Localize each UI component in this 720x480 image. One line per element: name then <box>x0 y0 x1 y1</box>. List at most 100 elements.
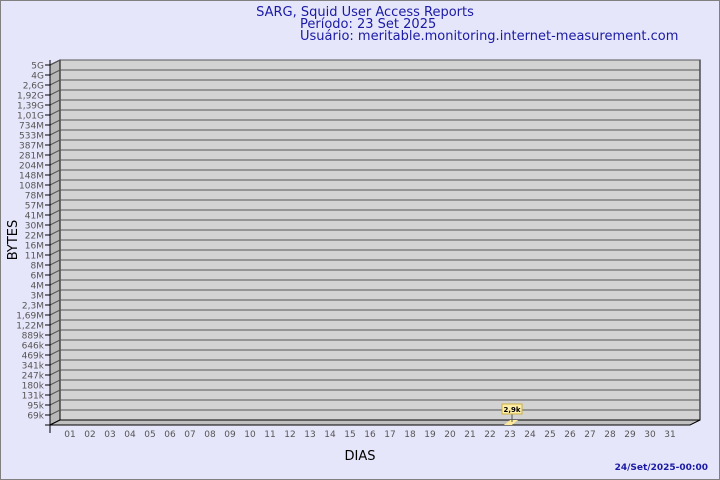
y-tick-label: 1,69M <box>16 312 44 322</box>
y-tick-label: 148M <box>19 172 44 182</box>
x-tick-label: 07 <box>184 430 195 440</box>
y-tick-label: 2,3M <box>22 302 44 312</box>
x-tick-label: 28 <box>604 430 616 440</box>
grid-line-wall <box>49 409 61 416</box>
report-timestamp: 24/Set/2025-00:00 <box>615 463 708 473</box>
x-tick-label: 09 <box>224 430 236 440</box>
grid-line-wall <box>49 299 61 306</box>
x-tick-label: 14 <box>324 430 336 440</box>
x-tick-label: 29 <box>624 430 636 440</box>
x-tick-label: 20 <box>444 430 456 440</box>
grid-line-wall <box>49 109 61 116</box>
y-tick-label: 95k <box>27 402 44 412</box>
grid-line-wall <box>49 249 61 256</box>
x-tick-label: 27 <box>584 430 595 440</box>
grid-line-wall <box>49 219 61 226</box>
grid-line-wall <box>49 69 61 76</box>
y-tick-label: 889k <box>22 332 45 342</box>
y-tick-label: 3M <box>31 292 45 302</box>
x-tick-label: 02 <box>84 430 95 440</box>
grid-line-wall <box>49 59 61 66</box>
chart-user: Usuário: meritable.monitoring.internet-m… <box>300 29 678 44</box>
x-tick-label: 30 <box>644 430 656 440</box>
grid-line-wall <box>49 169 61 176</box>
y-tick-label: 11M <box>25 252 44 262</box>
grid-line-wall <box>49 199 61 206</box>
y-tick-label: 1,92G <box>17 92 44 102</box>
grid-line-wall <box>49 79 61 86</box>
x-tick-label: 25 <box>544 430 555 440</box>
x-tick-label: 18 <box>404 430 416 440</box>
x-tick-label: 13 <box>304 430 315 440</box>
x-axis-label: DIAS <box>345 449 376 464</box>
y-tick-label: 180k <box>22 382 45 392</box>
grid-line-wall <box>49 329 61 336</box>
chart-period: Período: 23 Set 2025 <box>300 17 436 32</box>
grid-line-wall <box>49 339 61 346</box>
grid-line-wall <box>49 89 61 96</box>
grid-line-wall <box>49 129 61 136</box>
grid-line-wall <box>49 349 61 356</box>
bar-day-23 <box>504 420 518 425</box>
x-tick-label: 10 <box>244 430 256 440</box>
grid-line-wall <box>49 309 61 316</box>
grid-line-wall <box>49 149 61 156</box>
x-tick-label: 19 <box>424 430 436 440</box>
grid-line-wall <box>49 259 61 266</box>
x-tick-label: 15 <box>344 430 355 440</box>
y-tick-label: 78M <box>25 192 44 202</box>
grid-line-wall <box>49 139 61 146</box>
x-tick-label: 12 <box>284 430 295 440</box>
grid-line-wall <box>49 269 61 276</box>
y-tick-label: 1,01G <box>17 112 44 122</box>
grid-line-wall <box>49 319 61 326</box>
y-tick-label: 247k <box>22 372 45 382</box>
y-tick-label: 108M <box>19 182 44 192</box>
x-tick-label: 01 <box>64 430 75 440</box>
x-tick-label: 05 <box>144 430 155 440</box>
x-tick-label: 23 <box>504 430 515 440</box>
grid-line-wall <box>49 379 61 386</box>
y-tick-label: 281M <box>19 152 44 162</box>
grid-line-wall <box>49 359 61 366</box>
data-label: 2,9k <box>503 406 520 414</box>
y-tick-label: 469k <box>22 352 45 362</box>
x-tick-label: 16 <box>364 430 376 440</box>
grid-line-wall <box>49 189 61 196</box>
x-tick-label: 11 <box>264 430 275 440</box>
grid-line-wall <box>49 389 61 396</box>
grid-line-wall <box>49 369 61 376</box>
grid-line-wall <box>49 399 61 406</box>
y-tick-label: 4M <box>31 282 45 292</box>
y-tick-label: 1,22M <box>16 322 44 332</box>
y-axis-label: BYTES <box>6 220 21 261</box>
x-tick-label: 04 <box>124 430 136 440</box>
y-tick-label: 533M <box>19 132 44 142</box>
y-tick-label: 22M <box>25 232 44 242</box>
grid-line-wall <box>49 289 61 296</box>
y-tick-label: 69k <box>27 412 44 422</box>
y-tick-label: 57M <box>25 202 44 212</box>
grid-line-wall <box>49 159 61 166</box>
grid-line-wall <box>49 99 61 106</box>
grid-line-wall <box>49 239 61 246</box>
y-tick-label: 4G <box>31 72 44 82</box>
floor <box>49 419 701 426</box>
y-tick-label: 5G <box>31 62 44 72</box>
y-tick-label: 41M <box>25 212 44 222</box>
y-tick-label: 734M <box>19 122 44 132</box>
y-tick-label: 1,39G <box>17 102 44 112</box>
x-tick-label: 06 <box>164 430 176 440</box>
x-tick-label: 24 <box>524 430 536 440</box>
y-tick-label: 204M <box>19 162 44 172</box>
grid-line-wall <box>49 119 61 126</box>
y-tick-label: 387M <box>19 142 44 152</box>
y-tick-label: 8M <box>31 262 45 272</box>
chart-title: SARG, Squid User Access Reports <box>256 5 474 20</box>
x-tick-label: 08 <box>204 430 216 440</box>
x-tick-label: 31 <box>664 430 675 440</box>
x-tick-label: 22 <box>484 430 495 440</box>
y-tick-label: 6M <box>31 272 45 282</box>
data-label-box <box>501 403 523 415</box>
